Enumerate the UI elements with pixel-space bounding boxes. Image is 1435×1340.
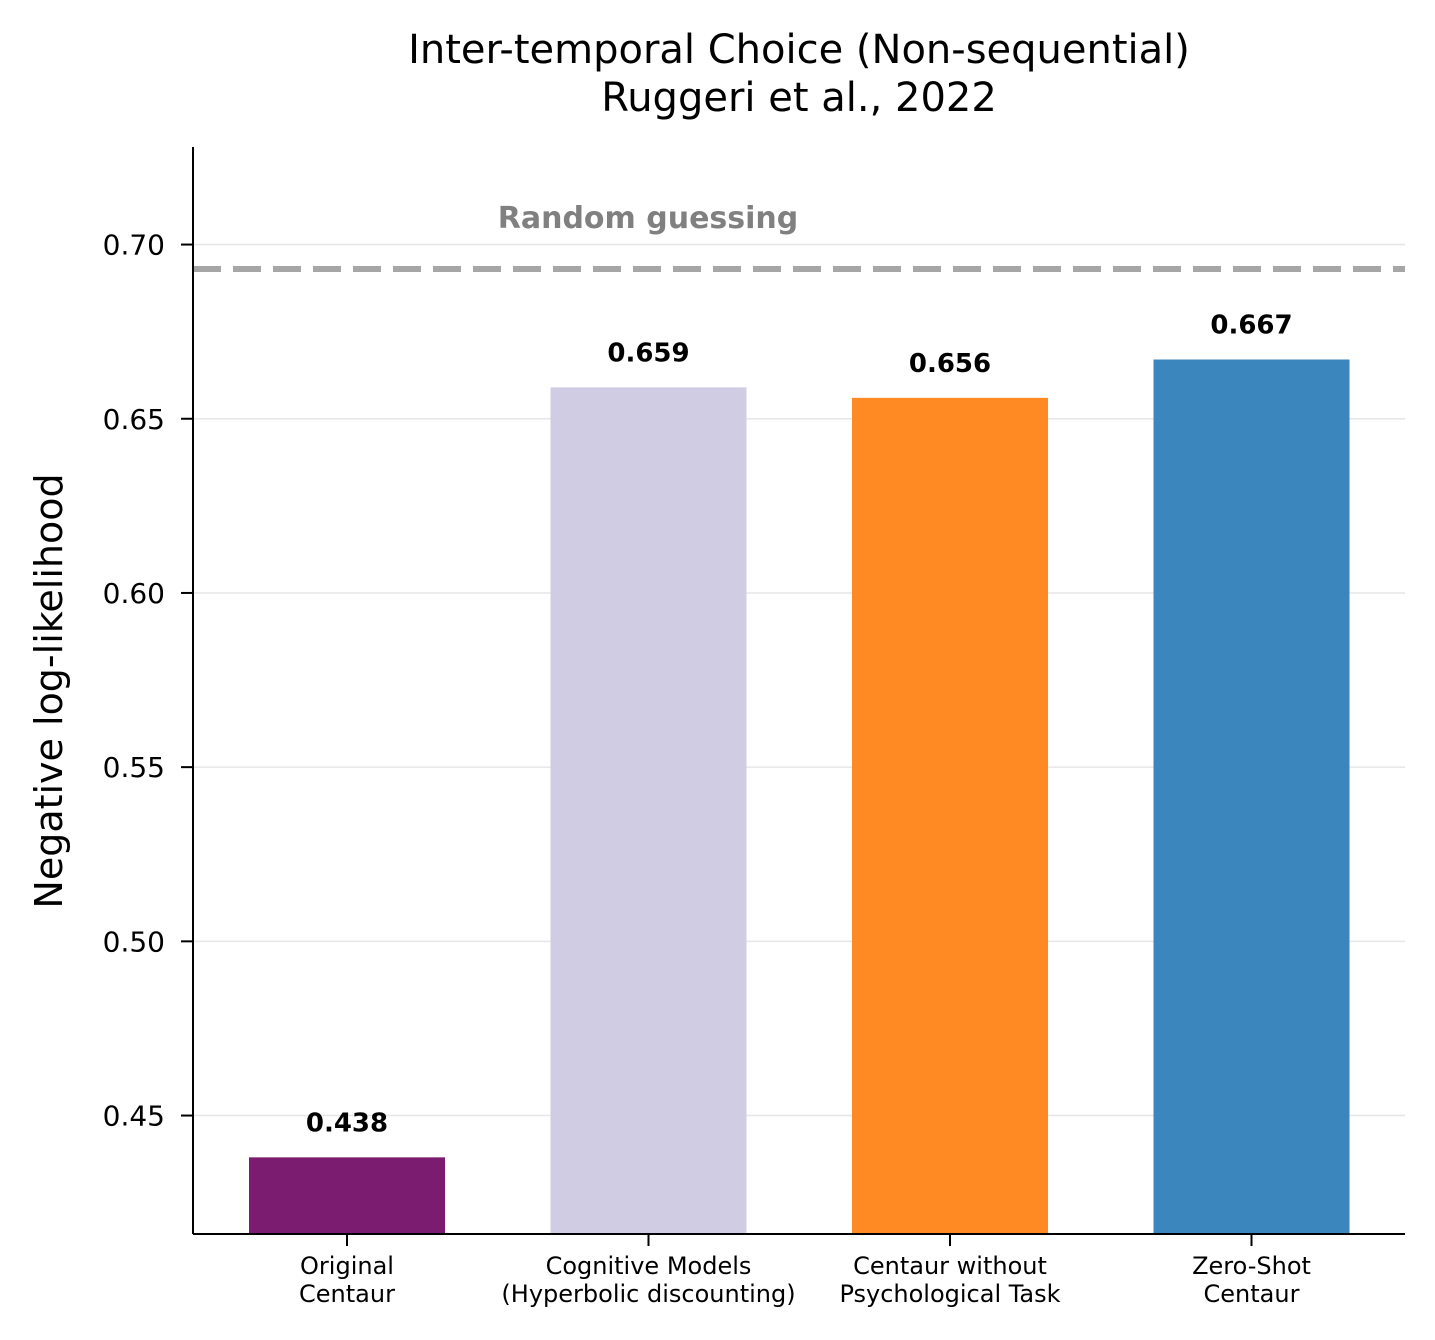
bar-value-label: 0.438 [306,1108,388,1138]
reference-line-group: Random guessing [193,201,1405,272]
bar-value-label: 0.659 [607,338,689,368]
x-tick-label: Centaur [1204,1280,1300,1308]
x-tick-label: (Hyperbolic discounting) [501,1280,795,1308]
chart-title: Inter-temporal Choice (Non-sequential)Ru… [408,27,1190,121]
bar [852,397,1048,1234]
y-tick-label: 0.55 [103,751,165,784]
bar [249,1157,445,1234]
x-tick-label: Cognitive Models [546,1252,752,1280]
bar [1153,359,1350,1234]
x-tick-label: Original [300,1252,394,1280]
chart-title-line: Inter-temporal Choice (Non-sequential) [408,27,1190,73]
value-labels: 0.438 0.659 0.656 0.667 [306,311,1293,1139]
chart-title-line: Ruggeri et al., 2022 [601,75,997,121]
axes [192,147,1405,1235]
y-axis-ticks: 0.45 0.50 0.55 0.60 0.65 0.70 [103,229,193,1133]
y-tick-label: 0.50 [103,925,165,958]
x-tick-label: Centaur without [853,1252,1047,1280]
bars [249,359,1350,1234]
bar-value-label: 0.667 [1210,311,1292,341]
y-tick-label: 0.70 [103,229,165,262]
y-tick-label: 0.60 [103,577,165,610]
y-tick-label: 0.65 [103,403,165,436]
x-tick-label: Zero-Shot [1192,1252,1311,1280]
random-guessing-label: Random guessing [498,201,799,236]
y-tick-label: 0.45 [103,1100,165,1133]
y-axis-label: Negative log-likelihood [27,473,71,908]
bar-value-label: 0.656 [909,349,991,379]
bar [550,387,747,1234]
x-tick-label: Psychological Task [839,1280,1060,1308]
x-tick-label: Centaur [299,1280,395,1308]
